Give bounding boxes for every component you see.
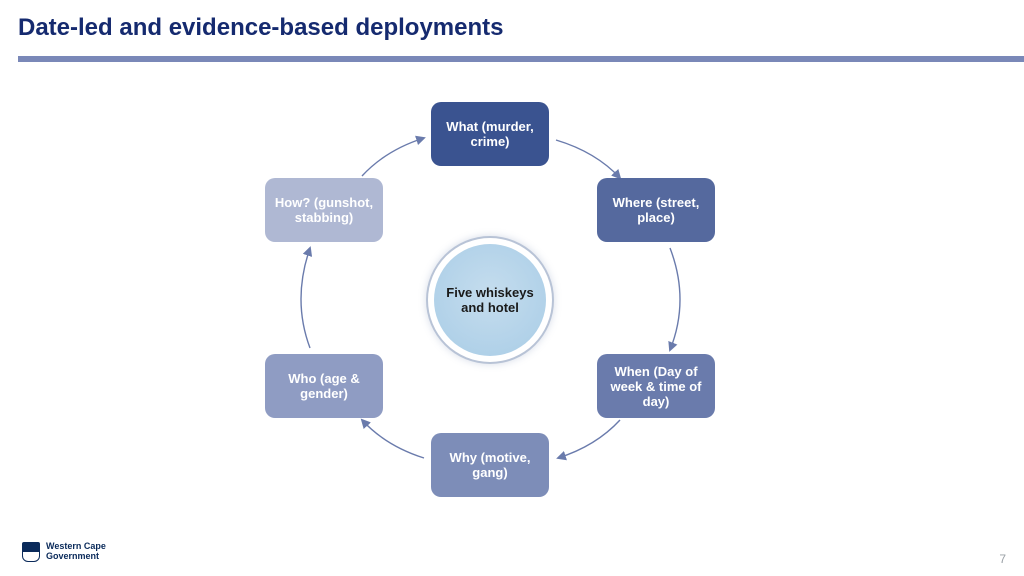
node-where: Where (street, place)	[597, 178, 715, 242]
cycle-diagram: Five whiskeys and hotel What (murder, cri…	[0, 60, 1024, 540]
page-number: 7	[999, 552, 1006, 566]
footer-text: Western Cape Government	[46, 542, 106, 562]
center-node: Five whiskeys and hotel	[434, 244, 546, 356]
slide: Date-led and evidence-based deployments …	[0, 0, 1024, 576]
arrow-who-how	[301, 248, 310, 348]
node-what: What (murder, crime)	[431, 102, 549, 166]
footer-logo: Western Cape Government	[22, 542, 106, 562]
node-who: Who (age & gender)	[265, 354, 383, 418]
node-why: Why (motive, gang)	[431, 433, 549, 497]
arrow-how-what	[362, 138, 424, 176]
arrow-why-who	[362, 420, 424, 458]
arrow-where-when	[670, 248, 680, 350]
node-when: When (Day of week & time of day)	[597, 354, 715, 418]
arrow-what-where	[556, 140, 620, 178]
page-title: Date-led and evidence-based deployments	[18, 14, 503, 42]
arrow-when-why	[558, 420, 620, 458]
node-how: How? (gunshot, stabbing)	[265, 178, 383, 242]
footer-line2: Government	[46, 552, 106, 562]
crest-icon	[22, 542, 40, 562]
